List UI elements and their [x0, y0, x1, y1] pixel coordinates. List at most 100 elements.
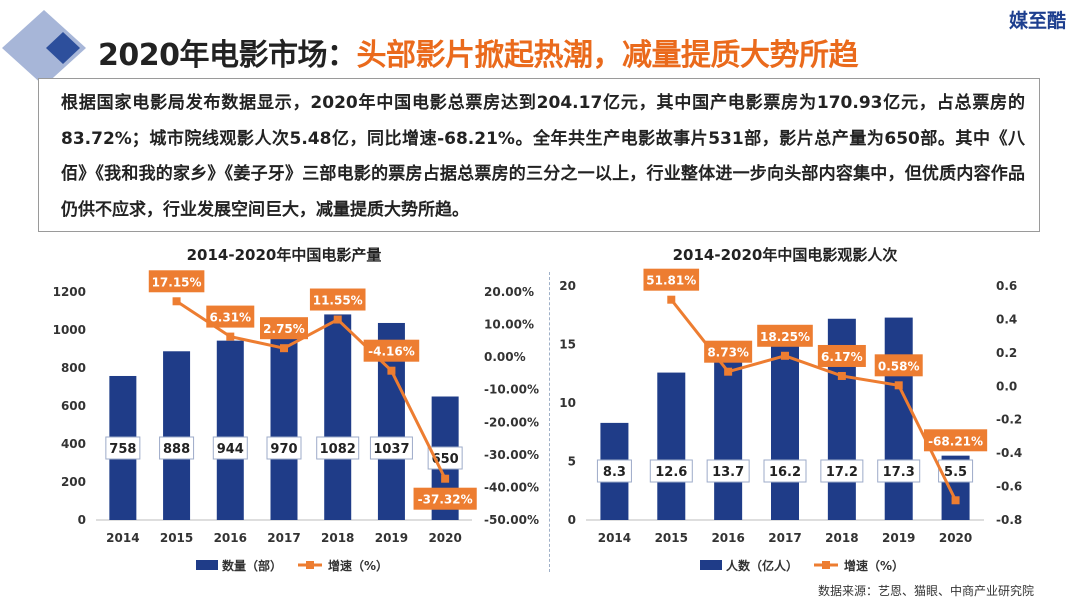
x-tick-label: 2020 [428, 531, 461, 545]
growth-point [226, 332, 235, 341]
y-tick-label: 200 [61, 475, 86, 489]
y2-tick-label: 0.4 [996, 312, 1017, 326]
growth-label: 11.55% [313, 294, 363, 308]
bar-value-label: 16.2 [769, 465, 801, 480]
bar [714, 359, 743, 520]
intro-text-box: 根据国家电影局发布数据显示，2020年中国电影总票房达到204.17亿元，其中国… [38, 78, 1040, 232]
legend-label-bar: 人数（亿人） [726, 558, 798, 573]
y-tick-label: 400 [61, 437, 86, 451]
production-chart: 2014-2020年中国电影产量 0 200 400 600 800 1000 1200 -50… [53, 246, 539, 573]
legend-label-line: 增速（%） [844, 558, 904, 573]
audience-chart: 2014-2020年中国电影观影人次 0 5 10 15 20 -0.8 -0.6 -0.4 -0… [559, 246, 1022, 573]
growth-label-box [923, 429, 988, 452]
bar-value-label: 970 [270, 442, 297, 457]
y2-tick-label: -0.4 [996, 446, 1022, 460]
y2-tick-label: 20.00% [484, 285, 534, 299]
growth-line [175, 300, 447, 480]
legend-swatch-point [306, 561, 314, 569]
growth-label: -4.16% [368, 345, 415, 359]
bar-value-label: 758 [109, 442, 136, 457]
y2-tick-label: 10.00% [484, 318, 534, 332]
bar-value-label: 17.3 [883, 465, 915, 480]
chart-title: 2014-2020年中国电影观影人次 [673, 246, 898, 264]
bar-value-label-box [266, 436, 302, 460]
bar-value-label: 8.3 [603, 465, 626, 480]
bar-value-label: 5.5 [944, 465, 967, 480]
growth-label-box [704, 340, 753, 363]
bar-value-label: 17.2 [826, 465, 858, 480]
growth-label: 0.58% [878, 359, 920, 373]
bar [324, 314, 352, 520]
growth-label: -68.21% [928, 434, 983, 448]
y-tick-label: 0 [568, 513, 576, 527]
y2-tick-label: -10.00% [484, 383, 539, 397]
growth-point [441, 474, 450, 483]
x-tick-label: 2019 [375, 531, 408, 545]
x-tick-label: 2020 [939, 531, 972, 545]
y2-tick-label: -0.8 [996, 513, 1022, 527]
x-tick-label: 2016 [711, 531, 744, 545]
growth-label-box [413, 487, 477, 510]
y-tick-label: 5 [568, 455, 576, 469]
y2-tick-label: 0.0 [996, 379, 1017, 393]
bar-value-label-box [105, 436, 141, 460]
bar-value-label: 888 [163, 442, 190, 457]
x-tick-label: 2014 [106, 531, 139, 545]
growth-label: 17.15% [152, 275, 202, 289]
bar-value-label-box [316, 436, 360, 460]
bar-value-label-box [820, 459, 864, 483]
growth-label: -37.32% [418, 493, 473, 507]
legend-swatch-bar [196, 560, 218, 570]
bar-value-label-box [596, 459, 632, 483]
bar [270, 335, 298, 520]
bar-value-label-box [938, 459, 974, 483]
growth-label-box [309, 288, 366, 311]
brand-logo-text: 媒至酷 [1008, 10, 1066, 32]
growth-point [333, 315, 342, 324]
x-tick-label: 2016 [214, 531, 247, 545]
x-tick-label: 2017 [768, 531, 801, 545]
y2-tick-label: -0.2 [996, 413, 1022, 427]
y-tick-label: 10 [559, 396, 576, 410]
bar-value-label-box [763, 459, 807, 483]
growth-label-box [874, 354, 923, 377]
diamond-large [2, 10, 86, 86]
y-tick-label: 600 [61, 399, 86, 413]
growth-point [387, 366, 396, 375]
x-tick-label: 2014 [598, 531, 631, 545]
growth-label: 51.81% [646, 274, 696, 288]
bar-value-label-box [369, 436, 413, 460]
x-tick-label: 2015 [655, 531, 688, 545]
x-tick-label: 2018 [321, 531, 354, 545]
bar-value-label: 13.7 [712, 465, 744, 480]
growth-label-box [260, 317, 308, 340]
bar-value-label-box [877, 459, 921, 483]
bar-value-label: 1037 [373, 442, 409, 457]
legend-swatch-bar [700, 560, 722, 570]
legend-label-bar: 数量（部） [222, 558, 282, 573]
growth-point [724, 367, 733, 376]
chart-title: 2014-2020年中国电影产量 [187, 246, 382, 264]
bar [163, 351, 191, 520]
bar [657, 372, 686, 520]
y2-tick-label: -50.00% [484, 513, 539, 527]
bar [771, 330, 799, 520]
y2-tick-label: 0.6 [996, 279, 1017, 293]
bar-value-label: 944 [217, 442, 244, 457]
growth-label: 18.25% [760, 330, 810, 344]
growth-label-box [757, 324, 813, 347]
decorative-diamonds [2, 10, 86, 86]
x-tick-label: 2019 [882, 531, 915, 545]
page-title: 2020年电影市场：头部影片掀起热潮，减量提质大势所趋 [98, 30, 858, 74]
bar-value-label-box [212, 436, 248, 460]
title-prefix: 2020年电影市场： [98, 38, 357, 73]
x-tick-label: 2018 [825, 531, 858, 545]
growth-label-box [363, 339, 420, 362]
data-source-note: 数据来源：艺恩、猫眼、中商产业研究院 [817, 584, 1034, 598]
bar-value-label-box [706, 459, 750, 483]
growth-label: 8.73% [707, 346, 749, 360]
bar [884, 317, 913, 520]
bar-value-label: 1082 [320, 442, 356, 457]
y-tick-label: 20 [559, 279, 576, 293]
bar-value-label-box [159, 436, 195, 460]
